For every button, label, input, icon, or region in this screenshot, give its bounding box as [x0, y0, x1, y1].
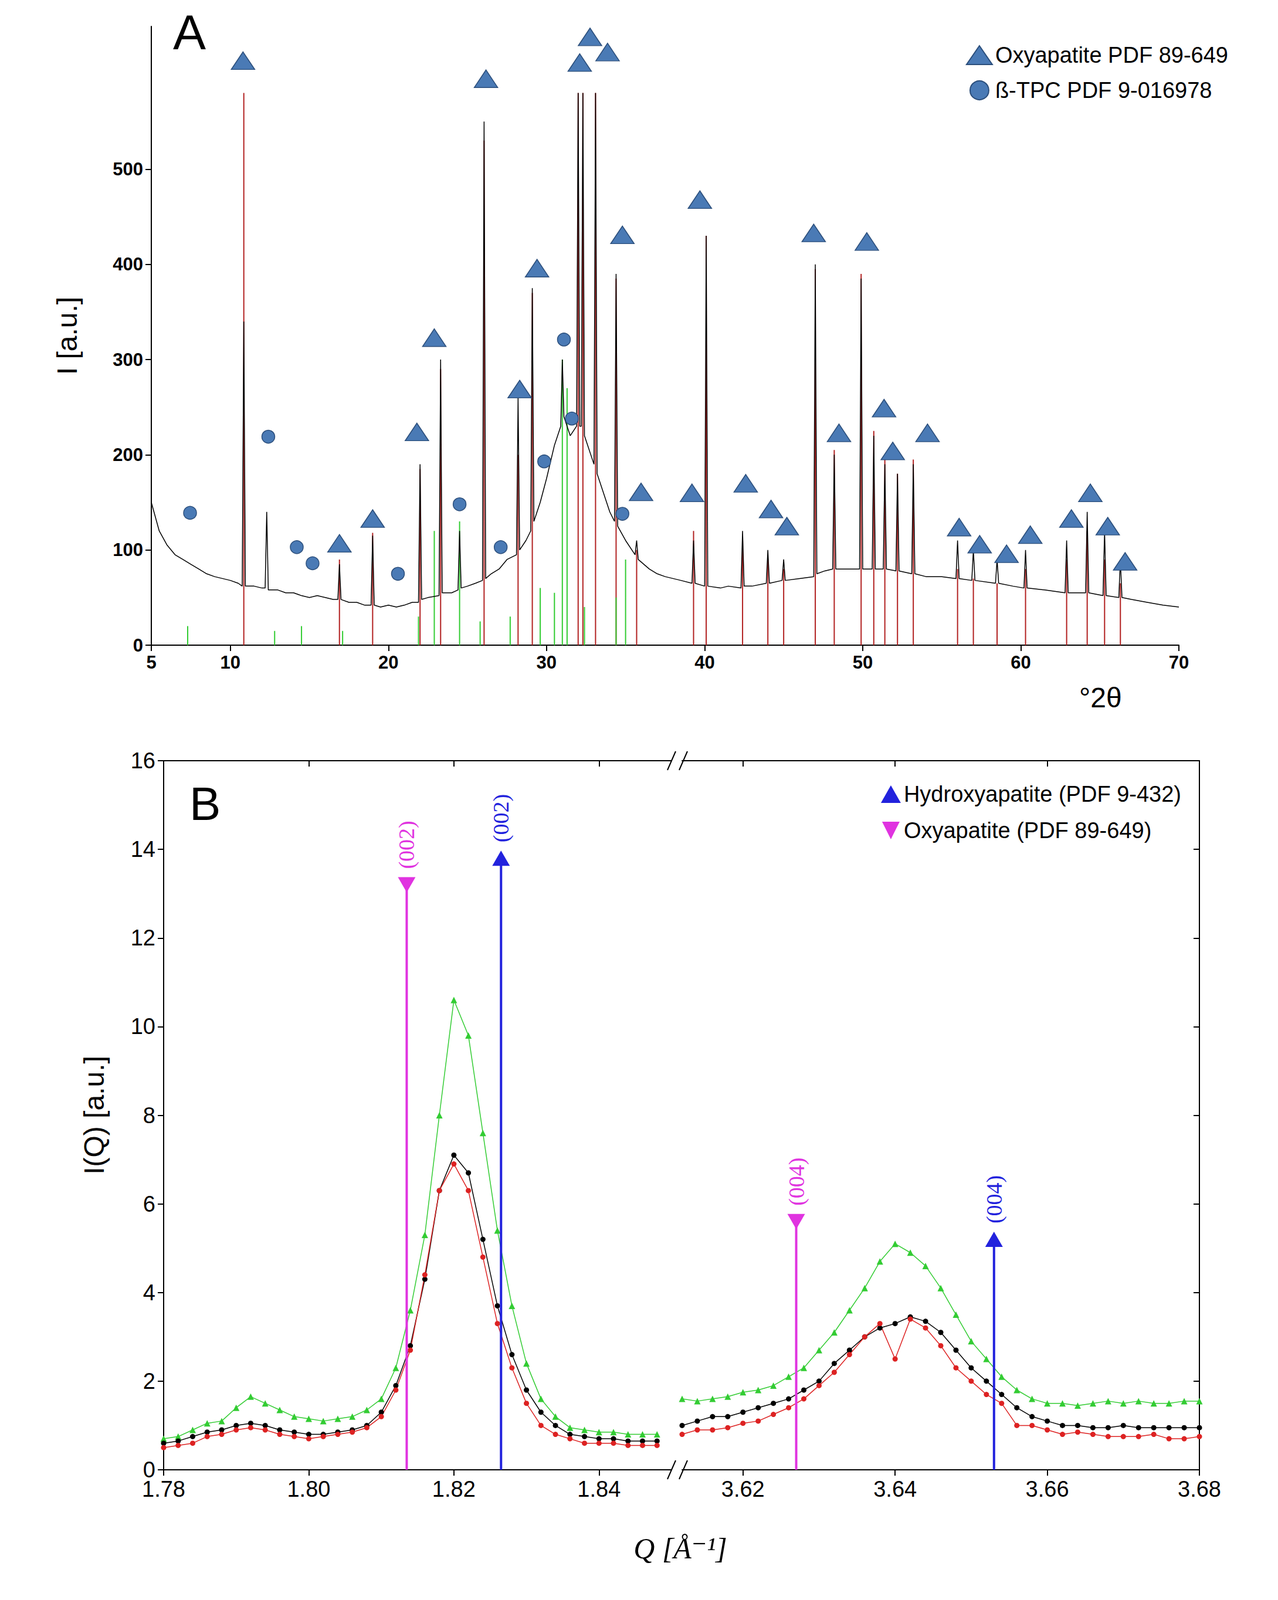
svg-text:ß-TPC PDF 9-016978: ß-TPC PDF 9-016978 — [995, 78, 1213, 103]
svg-text:3.64: 3.64 — [873, 1476, 917, 1502]
svg-text:30: 30 — [536, 652, 557, 673]
svg-text:10: 10 — [220, 652, 241, 673]
svg-text:8: 8 — [143, 1103, 156, 1128]
svg-text:6: 6 — [143, 1191, 156, 1217]
svg-text:20: 20 — [378, 652, 399, 673]
svg-text:300: 300 — [112, 349, 144, 371]
svg-text:100: 100 — [112, 539, 144, 561]
svg-text:°2θ: °2θ — [1079, 682, 1122, 714]
svg-text:I [a.u.]: I [a.u.] — [51, 296, 83, 375]
svg-text:Q [Å⁻¹]: Q [Å⁻¹] — [633, 1531, 727, 1565]
svg-text:1.80: 1.80 — [286, 1476, 331, 1502]
svg-text:Oxyapatite (PDF 89-649): Oxyapatite (PDF 89-649) — [903, 818, 1152, 843]
svg-text:0: 0 — [143, 1457, 156, 1483]
svg-text:0: 0 — [133, 635, 144, 656]
svg-text:I(Q) [a.u.]: I(Q) [a.u.] — [78, 1055, 110, 1175]
svg-text:60: 60 — [1010, 652, 1031, 673]
svg-text:4: 4 — [143, 1280, 156, 1305]
svg-text:5: 5 — [146, 652, 157, 673]
svg-text:Oxyapatite PDF 89-649: Oxyapatite PDF 89-649 — [995, 42, 1229, 68]
svg-text:70: 70 — [1168, 652, 1189, 673]
svg-text:1.84: 1.84 — [577, 1476, 621, 1502]
svg-text:40: 40 — [694, 652, 715, 673]
svg-text:16: 16 — [130, 748, 156, 774]
svg-text:14: 14 — [130, 836, 156, 862]
svg-text:200: 200 — [112, 444, 144, 466]
svg-text:1.82: 1.82 — [432, 1476, 476, 1502]
svg-text:1.78: 1.78 — [141, 1476, 186, 1502]
svg-text:(004): (004) — [981, 1175, 1008, 1224]
svg-text:(002): (002) — [394, 820, 420, 869]
svg-text:500: 500 — [112, 158, 144, 180]
svg-text:3.68: 3.68 — [1177, 1476, 1222, 1502]
svg-text:400: 400 — [112, 253, 144, 275]
svg-text:(004): (004) — [784, 1157, 810, 1206]
svg-text:12: 12 — [130, 925, 156, 951]
svg-text:Hydroxyapatite (PDF 9-432): Hydroxyapatite (PDF 9-432) — [903, 781, 1182, 807]
svg-text:3.62: 3.62 — [721, 1476, 765, 1502]
svg-text:10: 10 — [130, 1014, 156, 1039]
svg-text:A: A — [173, 4, 206, 60]
svg-text:3.66: 3.66 — [1025, 1476, 1070, 1502]
svg-text:(002): (002) — [488, 794, 514, 843]
svg-text:50: 50 — [852, 652, 873, 673]
svg-text:2: 2 — [143, 1368, 156, 1394]
svg-text:B: B — [189, 777, 221, 830]
